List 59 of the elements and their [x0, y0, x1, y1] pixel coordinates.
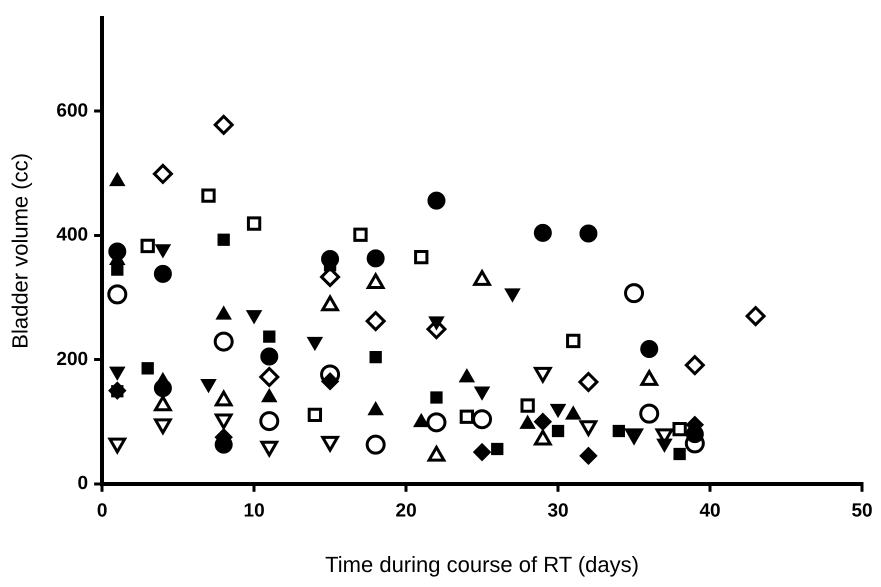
point	[624, 283, 644, 304]
point	[260, 347, 278, 366]
point	[460, 410, 474, 424]
point	[566, 334, 580, 348]
x-tick-label: 10	[244, 500, 265, 522]
point	[259, 366, 280, 387]
point	[640, 340, 658, 358]
point	[140, 238, 155, 254]
point	[426, 412, 446, 432]
point	[534, 224, 552, 242]
point	[427, 192, 446, 210]
point	[154, 264, 172, 283]
point	[263, 330, 276, 343]
x-tick-label: 50	[851, 500, 873, 522]
y-tick-label: 0	[78, 473, 88, 494]
point	[639, 404, 660, 424]
point	[142, 362, 154, 374]
point	[308, 408, 322, 422]
point	[366, 434, 386, 455]
point	[578, 372, 598, 392]
point	[579, 446, 598, 465]
point	[684, 355, 705, 376]
point	[107, 284, 128, 304]
point	[218, 234, 230, 246]
x-tick-label: 40	[699, 500, 721, 522]
point	[201, 188, 216, 203]
point	[579, 224, 598, 243]
point	[520, 398, 535, 413]
point	[491, 442, 504, 456]
point	[154, 379, 172, 398]
point	[672, 422, 687, 436]
point	[472, 409, 492, 430]
point	[414, 250, 428, 264]
point	[366, 311, 386, 332]
point	[108, 242, 126, 261]
x-tick-label: 20	[395, 500, 417, 522]
y-tick-label: 400	[56, 224, 88, 246]
point	[246, 216, 262, 231]
point	[321, 250, 340, 268]
point	[430, 391, 443, 404]
point	[152, 164, 173, 184]
point	[370, 350, 382, 364]
point	[552, 424, 564, 438]
y-axis-title: Bladder volume (cc)	[7, 153, 32, 349]
point	[746, 306, 766, 326]
point	[214, 114, 234, 135]
x-tick-label: 30	[547, 500, 569, 522]
y-tick-label: 600	[56, 100, 88, 122]
point	[366, 249, 385, 268]
point	[473, 443, 492, 462]
point	[353, 228, 368, 242]
y-tick-label: 200	[56, 348, 88, 370]
point	[214, 332, 234, 352]
point	[534, 412, 552, 431]
x-tick-label: 0	[96, 500, 108, 522]
point	[259, 411, 280, 432]
point	[612, 424, 625, 438]
point	[673, 448, 686, 460]
x-axis-title: Time during course of RT (days)	[325, 552, 639, 577]
